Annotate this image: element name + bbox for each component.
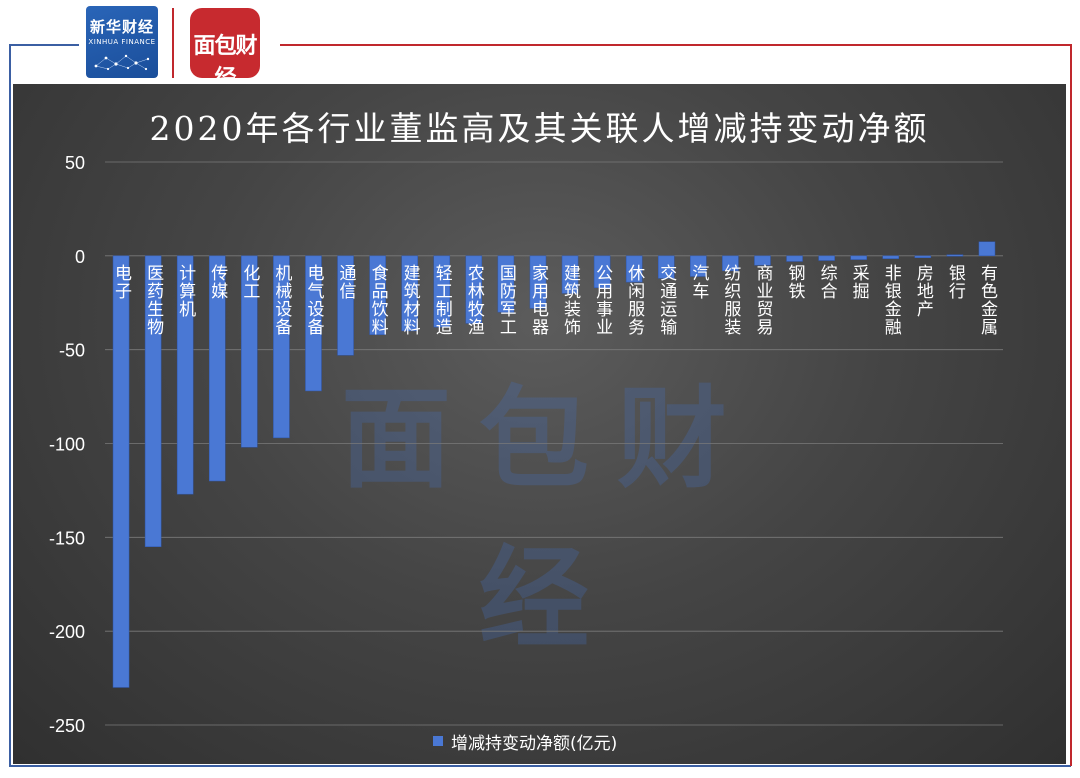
- x-category-label: 采掘: [849, 264, 870, 300]
- y-tick-label: -150: [49, 528, 85, 548]
- bar: [786, 255, 803, 262]
- bar: [497, 255, 515, 313]
- y-tick-label: -200: [49, 622, 85, 642]
- bar: [818, 255, 835, 261]
- x-category-label: 医药生物: [143, 264, 164, 336]
- x-category-label: 综合: [817, 264, 838, 300]
- bar: [754, 255, 771, 266]
- x-category-label: 国防军工: [496, 264, 516, 336]
- x-category-label: 公用事业: [592, 264, 613, 336]
- bar: [625, 255, 643, 283]
- bar: [112, 255, 130, 688]
- x-category-label: 轻工制造: [432, 264, 453, 336]
- frame-line-right-top: [280, 44, 1071, 46]
- xinhua-logo-subtitle: XINHUA FINANCE: [88, 38, 156, 46]
- x-category-label: 非银金融: [881, 264, 902, 336]
- bar: [305, 255, 322, 392]
- frame-line-right: [1070, 44, 1072, 766]
- x-category-label: 食品饮料: [368, 264, 389, 336]
- xinhua-finance-logo: 新华财经 XINHUA FINANCE: [86, 6, 158, 78]
- bar: [465, 255, 483, 324]
- bar-chart: 50 0 -50 -100 -150 -200 -250 电子 医药生物 计算机 传媒 化工 机械设备电…: [49, 153, 1003, 736]
- bar: [593, 255, 611, 288]
- bar: [176, 255, 194, 495]
- chart-legend: 增减持变动净额(亿元): [433, 729, 618, 754]
- bar: [401, 255, 418, 332]
- x-category-label: 电子: [111, 264, 131, 300]
- x-category-label: 通信: [336, 264, 357, 300]
- x-category-label: 银行: [945, 264, 966, 300]
- logo-separator: [172, 8, 174, 78]
- partner-logo-name: 面包财经: [193, 34, 257, 78]
- partner-finance-logo: 面包财经: [190, 8, 260, 78]
- bar: [657, 255, 675, 279]
- x-category-label: 汽车: [688, 264, 709, 300]
- x-category-label: 建筑装饰: [560, 264, 581, 336]
- x-category-label: 机械设备: [271, 264, 292, 336]
- chart-title: 2020年各行业董监高及其关联人增减持变动净额: [149, 109, 930, 148]
- x-category-label: 房地产: [913, 264, 934, 318]
- x-category-label: 传媒: [207, 264, 228, 300]
- bar: [946, 254, 964, 257]
- frame-line-left-top: [9, 44, 79, 46]
- xinhua-logo-name: 新华财经: [89, 18, 154, 36]
- legend-swatch: [433, 736, 443, 746]
- x-category-label: 化工: [239, 264, 259, 300]
- x-category-label: 建筑材料: [400, 264, 421, 336]
- y-tick-label: -50: [59, 341, 85, 361]
- bar: [978, 241, 996, 257]
- bar: [337, 255, 354, 356]
- x-category-label: 纺织服装: [720, 264, 741, 336]
- bar: [561, 255, 579, 294]
- bar: [369, 255, 386, 335]
- chart-panel: 面包财经 50 0 -50 -100 -150 -200 -250 电子 医药生物 计算机 传媒 化工…: [13, 84, 1066, 764]
- y-tick-label: -100: [49, 435, 85, 455]
- y-tick-label: 0: [75, 247, 85, 267]
- bar: [273, 255, 290, 439]
- frame-line-bottom: [9, 765, 1071, 767]
- network-dots-icon: [94, 54, 150, 71]
- legend-label: 增减持变动净额(亿元): [451, 733, 618, 754]
- x-category-label: 有色金属: [977, 264, 998, 336]
- x-category-label: 钢铁: [785, 264, 806, 300]
- bar: [433, 255, 451, 328]
- bar: [914, 255, 932, 258]
- bar: [144, 255, 162, 547]
- bar: [722, 255, 739, 272]
- bar: [241, 255, 258, 448]
- x-category-label: 电气设备: [303, 264, 324, 336]
- bar: [208, 255, 226, 482]
- bar: [882, 255, 900, 259]
- x-category-label: 家用电器: [528, 264, 549, 336]
- bar: [529, 255, 547, 309]
- x-category-label: 农林牧渔: [464, 264, 485, 336]
- frame-line-left: [9, 44, 11, 766]
- x-category-label: 商业贸易: [752, 264, 773, 336]
- watermark: 面包财经: [341, 375, 755, 663]
- bar: [850, 255, 867, 260]
- y-tick-label: -250: [49, 716, 85, 736]
- x-category-label: 交通运输: [656, 264, 677, 336]
- x-category-label: 计算机: [175, 264, 196, 318]
- x-category-label: 休闲服务: [624, 264, 645, 336]
- bar: [690, 255, 707, 277]
- y-tick-label: 50: [65, 153, 85, 173]
